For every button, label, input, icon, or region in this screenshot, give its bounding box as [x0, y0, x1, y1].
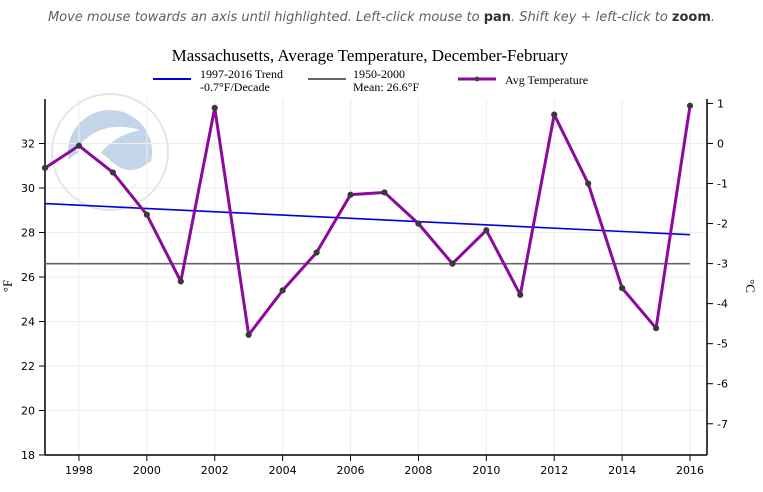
instructions-part1: Move mouse towards an axis until highlig…	[47, 10, 484, 25]
x-tick-label: 2016	[676, 464, 704, 477]
y-tick-label-left: 32	[21, 138, 35, 151]
avg-temperature-line	[44, 105, 692, 337]
avg-temperature-point[interactable]	[109, 169, 116, 176]
legend-mean-label: 1950-2000	[353, 67, 405, 81]
avg-temperature-point[interactable]	[551, 111, 558, 118]
instructions-pan: pan	[483, 10, 512, 25]
avg-temperature-point[interactable]	[75, 142, 83, 149]
avg-temperature-point[interactable]	[652, 325, 660, 332]
avg-temperature-point[interactable]	[177, 278, 184, 285]
y-tick-label-left: 22	[21, 360, 35, 373]
x-tick-label: 2010	[472, 464, 500, 477]
avg-temperature-point[interactable]	[347, 191, 354, 198]
y-tick-label-left: 30	[21, 182, 35, 195]
avg-temperature-point[interactable]	[449, 260, 456, 267]
legend-avg-marker	[474, 76, 480, 82]
noaa-logo-watermark	[51, 93, 169, 211]
y-tick-label-right: -2	[717, 218, 728, 231]
chart-title: Massachusetts, Average Temperature, Dece…	[172, 46, 569, 65]
avg-temperature-point[interactable]	[211, 104, 218, 112]
instructions-part3: .	[710, 10, 716, 25]
legend-mean-sublabel: Mean: 26.6°F	[353, 80, 419, 94]
y-axis-label-left: °F	[0, 280, 15, 292]
x-tick-label: 2014	[608, 464, 636, 477]
data-series	[41, 102, 694, 338]
x-tick-label: 2004	[269, 464, 297, 477]
avg-temperature-point[interactable]	[686, 102, 694, 109]
y-tick-label-left: 20	[21, 405, 35, 418]
x-tick-label: 2006	[337, 464, 365, 477]
y-tick-label-right: -4	[717, 298, 728, 311]
y-tick-label-right: -3	[717, 258, 728, 271]
legend-avg-label: Avg Temperature	[505, 73, 588, 87]
avg-temperature-point[interactable]	[245, 331, 252, 338]
axes[interactable]: 1998 2000 2002 2004 2006 2008 2010 2012 2014 2016…	[21, 97, 728, 477]
x-tick-label: 2008	[404, 464, 432, 477]
instructions-part2: . Shift key + left-click to	[511, 10, 672, 25]
instructions-zoom: zoom	[671, 10, 711, 25]
x-tick-label: 2000	[133, 464, 161, 477]
instructions-text: Move mouse towards an axis until highlig…	[0, 10, 763, 25]
avg-temperature-point[interactable]	[483, 227, 490, 234]
y-tick-label-right: -1	[717, 177, 728, 190]
x-tick-label: 2002	[201, 464, 229, 477]
x-tick-label: 1998	[65, 464, 93, 477]
legend: 1997-2016 Trend -0.7°F/Decade 1950-2000 …	[153, 67, 588, 94]
y-tick-label-right: -7	[717, 418, 728, 431]
avg-temperature-point[interactable]	[619, 285, 626, 292]
trend-line	[44, 202, 691, 236]
y-tick-label-right: -5	[717, 338, 728, 351]
avg-temperature-point[interactable]	[517, 291, 524, 298]
y-tick-label-left: 24	[21, 316, 35, 329]
x-tick-label: 2012	[540, 464, 568, 477]
avg-temperature-point[interactable]	[279, 287, 286, 294]
avg-temperature-point[interactable]	[143, 211, 150, 218]
avg-temperature-point[interactable]	[585, 180, 592, 187]
avg-temperature-point[interactable]	[415, 220, 422, 227]
y-tick-label-left: 18	[21, 449, 35, 462]
avg-temperature-point[interactable]	[381, 189, 388, 196]
y-tick-label-left: 28	[21, 227, 35, 240]
y-tick-label-left: 26	[21, 271, 35, 284]
y-tick-label-right: 0	[717, 137, 724, 150]
y-tick-label-right: 1	[717, 97, 724, 110]
legend-trend-sublabel: -0.7°F/Decade	[200, 80, 270, 94]
y-tick-label-right: -6	[717, 378, 728, 391]
legend-trend-label: 1997-2016 Trend	[200, 67, 283, 81]
avg-temperature-point[interactable]	[41, 164, 49, 172]
y-axis-label-right: °C	[743, 279, 758, 293]
avg-temperature-point[interactable]	[313, 249, 320, 256]
